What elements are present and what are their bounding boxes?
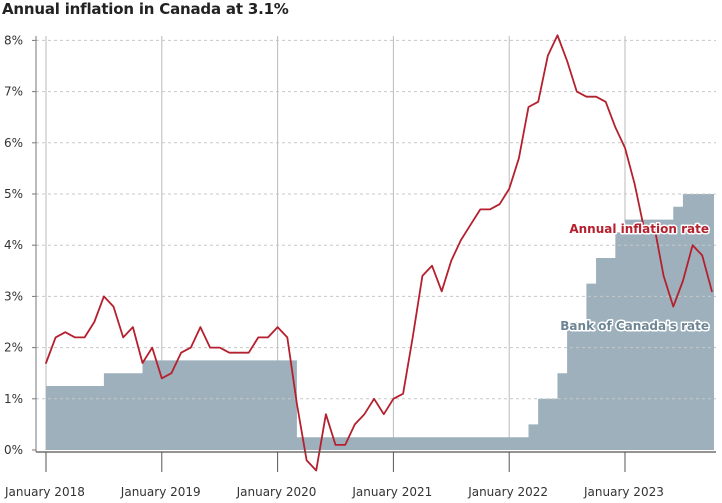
inflation-series-label: Annual inflation rate — [569, 222, 709, 236]
y-tick-labels: 0% 1% 2% 3% 4% 5% 6% 7% 8% — [4, 33, 23, 457]
x-tick-labels: January 2018 January 2019 January 2020 Janu… — [4, 485, 664, 499]
y-tick-label: 4% — [4, 238, 23, 252]
series-labels: Annual inflation rate Bank of Canada's ra… — [559, 220, 711, 334]
axes — [32, 36, 716, 472]
y-tick-label: 1% — [4, 392, 23, 406]
x-tick-label: January 2021 — [351, 485, 432, 499]
policy-rate-area — [46, 194, 714, 450]
policy-series-label: Bank of Canada's rate — [560, 319, 709, 333]
y-tick-label: 0% — [4, 443, 23, 457]
y-tick-label: 7% — [4, 85, 23, 99]
chart-title: Annual inflation in Canada at 3.1% — [2, 0, 289, 18]
x-tick-label: January 2019 — [120, 485, 201, 499]
inflation-line-layer — [45, 34, 713, 472]
y-tick-label: 8% — [4, 33, 23, 47]
horizontal-gridlines — [36, 39, 716, 400]
x-tick-label: January 2020 — [236, 485, 317, 499]
x-tick-label: January 2023 — [583, 485, 664, 499]
y-tick-label: 2% — [4, 341, 23, 355]
inflation-line — [45, 34, 713, 472]
y-tick-label: 6% — [4, 136, 23, 150]
policy-rate-area-layer — [46, 194, 714, 450]
y-tick-label: 5% — [4, 187, 23, 201]
x-tick-label: January 2022 — [467, 485, 548, 499]
y-tick-label: 3% — [4, 289, 23, 303]
x-tick-label: January 2018 — [4, 485, 85, 499]
